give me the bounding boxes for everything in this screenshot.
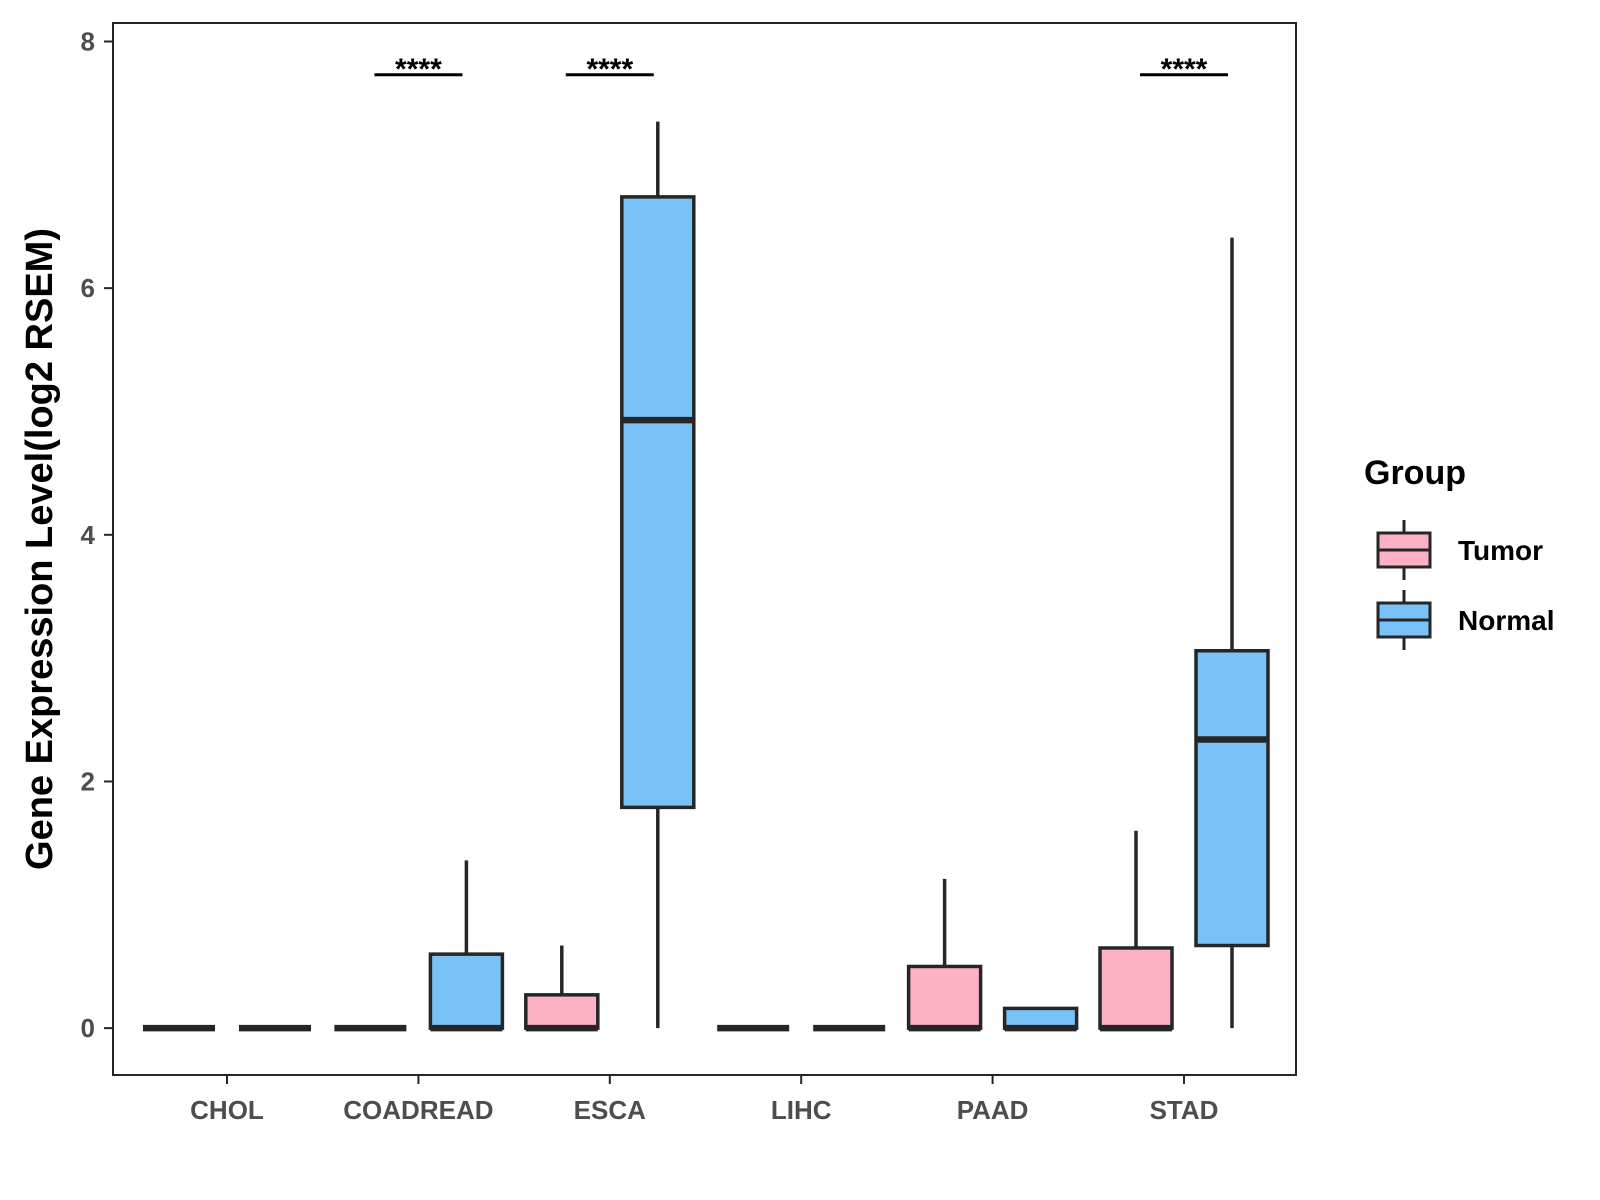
plot-panel <box>112 22 1297 1076</box>
significance-stad: **** <box>1140 53 1228 86</box>
y-tick-label-2: 2 <box>81 766 95 796</box>
x-tick-label-lihc: LIHC <box>771 1095 832 1125</box>
x-tick-label-chol: CHOL <box>190 1095 264 1125</box>
significance-label: **** <box>395 53 442 86</box>
x-tick-label-stad: STAD <box>1150 1095 1219 1125</box>
legend-title: Group <box>1364 454 1466 492</box>
box-normal-esca <box>620 121 696 1029</box>
box-body <box>428 952 505 1030</box>
box-body <box>906 964 983 1030</box>
y-tick-label-4: 4 <box>81 520 96 550</box>
legend-item-normal: Normal <box>1376 590 1554 650</box>
box-body <box>1194 648 1270 948</box>
x-tick-label-coadread: COADREAD <box>343 1095 493 1125</box>
x-axis: CHOL COADREAD ESCA LIHC PAAD STAD <box>190 1075 1218 1125</box>
boxes-layer <box>143 121 1270 1032</box>
box-tumor-stad <box>1098 830 1174 1032</box>
box-body <box>1098 946 1174 1030</box>
significance-label: **** <box>586 53 633 86</box>
legend-label-normal: Normal <box>1458 605 1554 636</box>
x-tick-label-esca: ESCA <box>574 1095 646 1125</box>
box-normal-paad <box>1002 1006 1079 1032</box>
y-axis-title: Gene Expression Level(log2 RSEM) <box>19 228 61 870</box>
legend: Group Tumor Normal <box>1364 454 1554 650</box>
significance-label: **** <box>1161 53 1208 86</box>
box-body <box>524 993 600 1030</box>
box-tumor-esca <box>524 945 600 1032</box>
x-tick-label-paad: PAAD <box>957 1095 1029 1125</box>
box-normal-stad <box>1194 237 1270 1029</box>
box-tumor-paad <box>906 878 983 1032</box>
y-tick-label-8: 8 <box>81 26 95 56</box>
y-axis: 0 2 4 6 8 <box>81 26 113 1043</box>
significance-esca: **** <box>565 53 654 86</box>
legend-items: Tumor Normal <box>1376 520 1554 650</box>
significance-annotations: **** **** **** <box>374 53 1228 86</box>
y-tick-label-6: 6 <box>81 273 95 303</box>
legend-label-tumor: Tumor <box>1458 535 1543 566</box>
box-normal-coadread <box>428 860 505 1032</box>
significance-coadread: **** <box>374 53 463 86</box>
y-tick-label-0: 0 <box>81 1013 95 1043</box>
legend-item-tumor: Tumor <box>1376 520 1543 580</box>
box-body <box>620 195 696 810</box>
